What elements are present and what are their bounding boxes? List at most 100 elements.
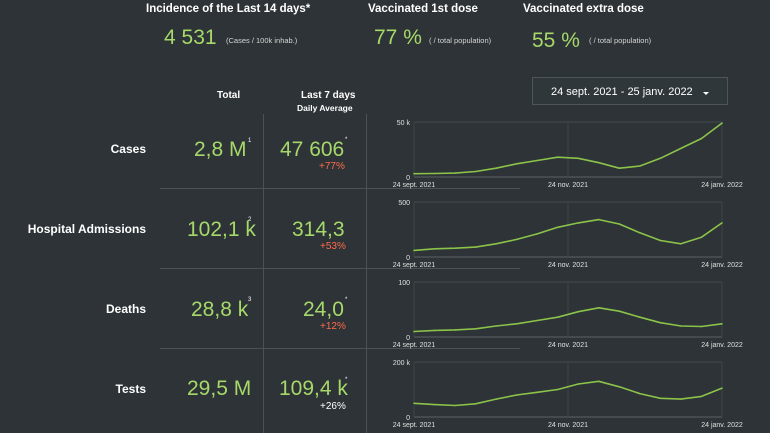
cases-last7-value: 47 606 — [280, 138, 345, 161]
x-tick-label: 24 janv. 2022 — [701, 262, 743, 269]
kpi-first-dose-title: Vaccinated 1st dose — [368, 3, 478, 15]
data-point — [598, 307, 600, 309]
data-point — [721, 323, 723, 325]
x-tick-label: 24 sept. 2021 — [393, 262, 436, 269]
y-tick-label: 0 — [406, 415, 410, 422]
data-point — [536, 391, 538, 394]
data-point — [515, 323, 518, 325]
data-point — [639, 232, 641, 234]
row-label-tests: Tests — [115, 382, 146, 396]
row-label-cases: Cases — [110, 142, 146, 156]
data-point — [433, 329, 436, 332]
data-point — [577, 157, 580, 160]
data-point — [536, 159, 538, 162]
data-point — [700, 137, 703, 140]
data-point — [454, 247, 456, 249]
data-point — [618, 167, 621, 169]
data-point — [700, 325, 703, 328]
data-point — [433, 247, 436, 250]
data-point — [495, 243, 497, 245]
data-point — [474, 246, 477, 248]
footnote-mark: * — [345, 137, 348, 143]
data-point — [433, 403, 436, 406]
data-point — [556, 226, 559, 229]
kpi-incidence-title: Incidence of the Last 14 days* — [146, 3, 311, 15]
data-point — [495, 167, 497, 169]
y-tick-label: 200 k — [393, 360, 411, 367]
x-tick-label: 24 sept. 2021 — [393, 182, 436, 189]
data-point — [598, 218, 600, 221]
data-point — [721, 387, 723, 389]
x-tick-label: 24 nov. 2021 — [548, 262, 588, 269]
data-point — [618, 385, 621, 388]
data-point — [474, 170, 477, 173]
kpi-extra-dose-unit: ( / total population) — [589, 36, 652, 45]
data-point — [556, 156, 559, 158]
y-tick-label: 0 — [406, 255, 410, 262]
column-daily-average-header: Daily Average — [297, 103, 353, 113]
row-label-hospital-admissions: Hospital Admissions — [27, 222, 146, 236]
kpi-extra-dose-title: Vaccinated extra dose — [523, 3, 644, 15]
footnote-mark: 3 — [248, 297, 252, 303]
cases-chart: 50 k 024 sept. 2021 24 nov. 2021 24 janv. 2… — [393, 120, 743, 189]
data-point — [454, 172, 456, 174]
data-point — [556, 316, 559, 318]
data-point — [598, 380, 600, 383]
footnote-mark: 2 — [248, 217, 252, 223]
x-tick-label: 24 janv. 2022 — [701, 182, 743, 189]
y-tick-label: 500 — [398, 200, 410, 207]
data-point — [413, 249, 415, 252]
row-divider — [160, 188, 520, 189]
hospital-admissions-chart: 500 024 sept. 2021 24 nov. 2021 24 janv. 20… — [393, 200, 743, 269]
chevron-down-icon — [703, 92, 709, 95]
data-point — [721, 222, 723, 224]
data-point — [495, 325, 497, 327]
data-point — [639, 392, 641, 395]
x-tick-label: 24 nov. 2021 — [548, 182, 588, 189]
kpi-incidence-value: 4 531 — [164, 26, 217, 49]
data-point — [454, 404, 456, 407]
data-point — [639, 165, 641, 167]
x-tick-label: 24 sept. 2021 — [393, 342, 436, 349]
data-point — [680, 147, 682, 150]
data-point — [721, 122, 723, 124]
data-point — [700, 236, 703, 238]
data-point — [474, 403, 477, 405]
data-point — [536, 233, 538, 235]
cases-change-badge: +77% — [319, 161, 345, 172]
deaths-last7-value: 24,0 — [303, 298, 344, 321]
data-point — [680, 398, 682, 400]
tests-total-value: 29,5 M — [187, 377, 252, 400]
tests-chart: 200 k 024 sept. 2021 24 nov. 2021 24 janv. … — [393, 360, 743, 429]
data-point — [454, 329, 456, 331]
column-divider — [263, 114, 264, 433]
kpi-extra-dose-value: 55 % — [532, 29, 580, 52]
data-point — [598, 161, 600, 164]
series-line — [413, 122, 723, 175]
y-tick-label: 0 — [406, 335, 410, 342]
column-total-header: Total — [217, 90, 241, 101]
data-point — [413, 330, 415, 333]
series-line — [413, 218, 723, 252]
column-divider — [366, 114, 367, 433]
series-line — [413, 380, 723, 407]
x-tick-label: 24 janv. 2022 — [701, 342, 743, 349]
data-point — [680, 243, 682, 245]
footnote-mark: * — [345, 297, 348, 303]
x-tick-label: 24 nov. 2021 — [548, 342, 588, 349]
data-point — [433, 172, 436, 175]
data-point — [474, 327, 477, 330]
data-point — [515, 394, 518, 396]
hospital-total-value: 102,1 k — [187, 218, 256, 241]
tests-change-badge: +26% — [320, 401, 346, 412]
data-point — [659, 397, 662, 400]
x-tick-label: 24 janv. 2022 — [701, 422, 743, 429]
date-range-picker[interactable]: 24 sept. 2021 - 25 janv. 2022 — [532, 77, 728, 105]
data-point — [495, 398, 497, 400]
data-point — [659, 239, 662, 242]
series-line — [413, 306, 723, 333]
data-point — [639, 316, 641, 318]
data-point — [618, 310, 621, 312]
deaths-change-badge: +12% — [320, 321, 346, 332]
data-point — [659, 321, 662, 324]
